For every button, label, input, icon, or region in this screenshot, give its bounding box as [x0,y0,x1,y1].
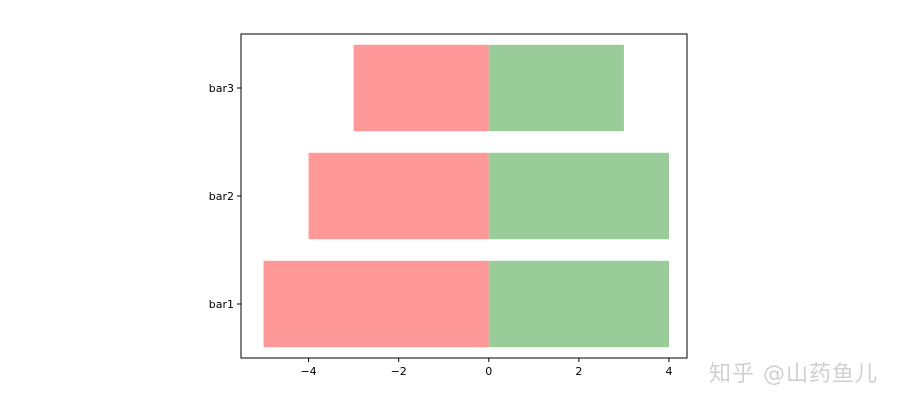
y-tick-label: bar3 [209,82,234,95]
x-tick-label: 0 [485,365,492,378]
plot-area [263,44,669,348]
x-axis: −4 −2 0 2 4 [300,358,672,378]
y-tick-label: bar2 [209,190,234,203]
watermark-text: 知乎 @山药鱼儿 [709,362,878,387]
bar-bar3-positive [488,44,624,132]
bar-bar1-positive [488,260,669,348]
y-tick-label: bar1 [209,298,234,311]
bar-bar1-negative [263,260,489,348]
x-tick-label: 4 [665,365,672,378]
bar-bar3-negative [353,44,489,132]
x-tick-label: 2 [575,365,582,378]
bar-bar2-positive [488,152,669,240]
bar-bar2-negative [308,152,489,240]
y-axis: bar1 bar2 bar3 [209,82,241,311]
x-tick-label: −4 [300,365,316,378]
x-tick-label: −2 [391,365,407,378]
